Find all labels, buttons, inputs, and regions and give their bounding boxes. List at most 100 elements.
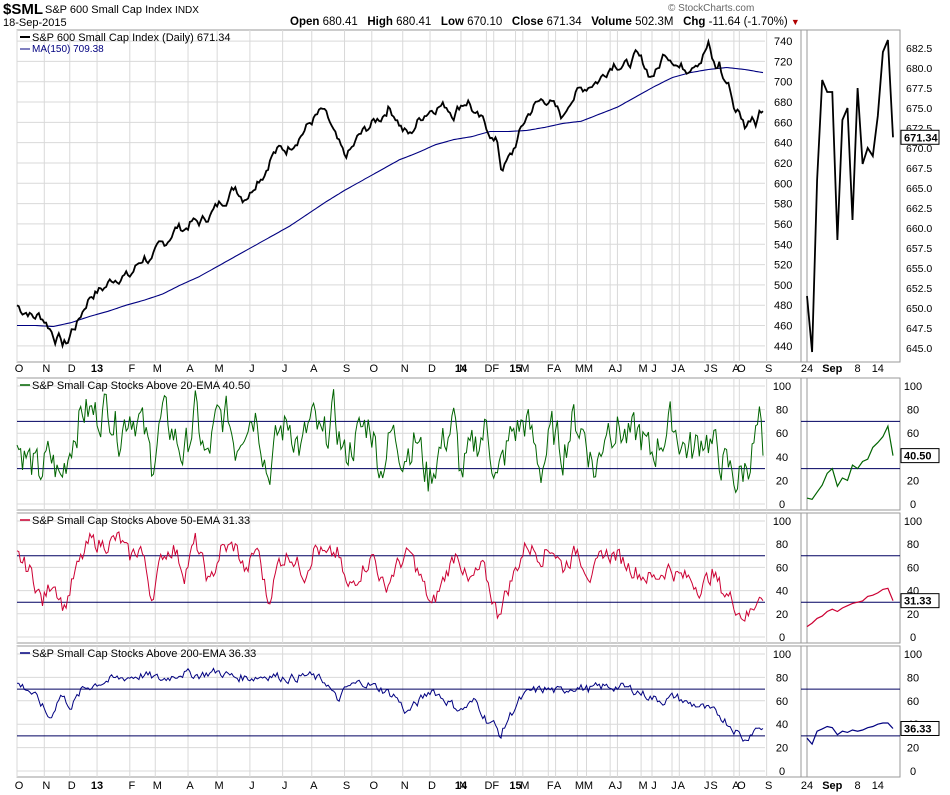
pct200-last-value: 36.33 [904,723,932,735]
xtick-label: M [639,780,648,792]
pct20-zoom-line [806,424,894,500]
xtick-label: F [128,780,135,792]
pct50-last-value: 31.33 [904,596,932,608]
zoom-xtick-label: 8 [855,780,861,792]
zoom-price-ytick-label: 650.0 [906,303,932,315]
xtick-label: A [678,363,686,375]
zoom-price-ytick-label: 652.5 [906,283,932,295]
xtick-label: J [617,363,623,375]
pane-frame-pct200 [16,645,808,778]
xtick-label: F [492,363,499,375]
xtick-label: D [428,363,436,375]
pct50-ytick-label: 60 [776,562,788,574]
pct200-ytick-label: 100 [773,649,791,661]
xtick-label: J [282,363,288,375]
xtick-label: A [186,780,194,792]
zoom-price-ytick-label: 675.0 [906,103,932,115]
xtick-label: J [671,780,677,792]
pane-frame-price [16,29,808,363]
xtick-label: J [282,780,288,792]
xtick-label: N [401,363,409,375]
xtick-label: 14 [455,780,468,792]
zoom-price-ytick-label: 657.5 [906,243,932,255]
xtick-label: A [554,363,562,375]
pct20-zoom-ytick-label: 100 [904,381,922,393]
pct200-ytick-label: 20 [776,743,788,755]
pct200-zoom-ytick-label: 80 [907,672,919,684]
xtick-label: J [704,363,710,375]
pct200-legend-label: S&P Small Cap Stocks Above 200-EMA 36.33 [32,648,256,660]
exchange: INDX [175,5,199,16]
xtick-label: A [608,363,616,375]
pct200-zoom-ytick-label: 100 [904,649,922,661]
xtick-label: M [215,363,224,375]
zoom-price-ytick-label: 655.0 [906,263,932,275]
price-legend-label: S&P 600 Small Cap Index (Daily) 671.34 [32,32,231,44]
price-line [16,38,764,350]
pct50-ytick-label: 100 [773,516,791,528]
xtick-label: J [671,363,677,375]
xtick-label: M [153,363,162,375]
symbol: $SML [3,1,44,18]
pct50-zoom-line [806,587,894,628]
pct50-zoom-ytick-label: 20 [907,609,919,621]
xtick-label: F [547,363,554,375]
ma150-line [17,66,764,328]
pct50-zoom-ytick-label: 80 [907,539,919,551]
pct50-zoom-ytick-label: 100 [904,516,922,528]
price-ytick-label: 700 [774,77,792,89]
index-name-text: S&P 600 Small Cap Index [45,4,172,16]
zoom-price-ytick-label: 665.0 [906,183,932,195]
zoom-xtick-label: 8 [855,363,861,375]
xtick-label: A [608,780,616,792]
xtick-label: M [520,780,529,792]
price-ytick-label: 720 [774,56,792,68]
pct20-zoom-ytick-label: 20 [907,475,919,487]
zoom-price-ytick-label: 682.5 [906,43,932,55]
pct20-zoom-ytick-label: 80 [907,405,919,417]
pct200-zoom-line [806,722,894,746]
xtick-label: O [370,363,379,375]
ma-legend-label: MA(150) 709.38 [32,44,104,55]
xtick-label: M [520,363,529,375]
pct200-ytick-label: 40 [776,719,788,731]
price-ytick-label: 640 [774,138,792,150]
xtick-label: N [459,363,467,375]
xtick-label: J [651,363,657,375]
pct200-zoom-ytick-label: 0 [910,766,916,778]
pct20-legend-label: S&P Small Cap Stocks Above 20-EMA 40.50 [32,380,250,392]
xtick-label: M [584,363,593,375]
zoom-price-ytick-label: 662.5 [906,203,932,215]
xtick-label: J [249,780,255,792]
pct200-ytick-label: 60 [776,696,788,708]
price-ytick-label: 460 [774,321,792,333]
xtick-label: A [732,363,740,375]
pct50-legend-label: S&P Small Cap Stocks Above 50-EMA 31.33 [32,515,250,527]
price-last-value-box [900,129,940,145]
zoom-price-ytick-label: 647.5 [906,323,932,335]
xtick-label: 14 [455,363,468,375]
xtick-label: A [310,363,318,375]
xtick-label: O [737,780,746,792]
pct200-ytick-label: 80 [776,672,788,684]
price-ytick-label: 500 [774,280,792,292]
price-last-value: 671.34 [904,132,939,144]
pct20-ytick-label: 0 [779,499,785,511]
xtick-label: M [153,780,162,792]
price-ytick-label: 440 [774,341,792,353]
zoom-xtick-label: Sep [822,780,842,792]
xtick-label: M [639,363,648,375]
zoom-price-ytick-label: 667.5 [906,163,932,175]
price-ytick-label: 540 [774,239,792,251]
zoom-price-line [806,39,894,353]
price-ytick-label: 560 [774,219,792,231]
pct20-zoom-ytick-label: 0 [910,499,916,511]
xtick-label: J [704,780,710,792]
pct20-ytick-label: 40 [776,452,788,464]
xtick-label: A [732,780,740,792]
zoom-frame-pct20 [800,377,901,511]
xtick-label: F [547,780,554,792]
pct50-line [16,531,764,622]
xtick-label: S [343,780,350,792]
